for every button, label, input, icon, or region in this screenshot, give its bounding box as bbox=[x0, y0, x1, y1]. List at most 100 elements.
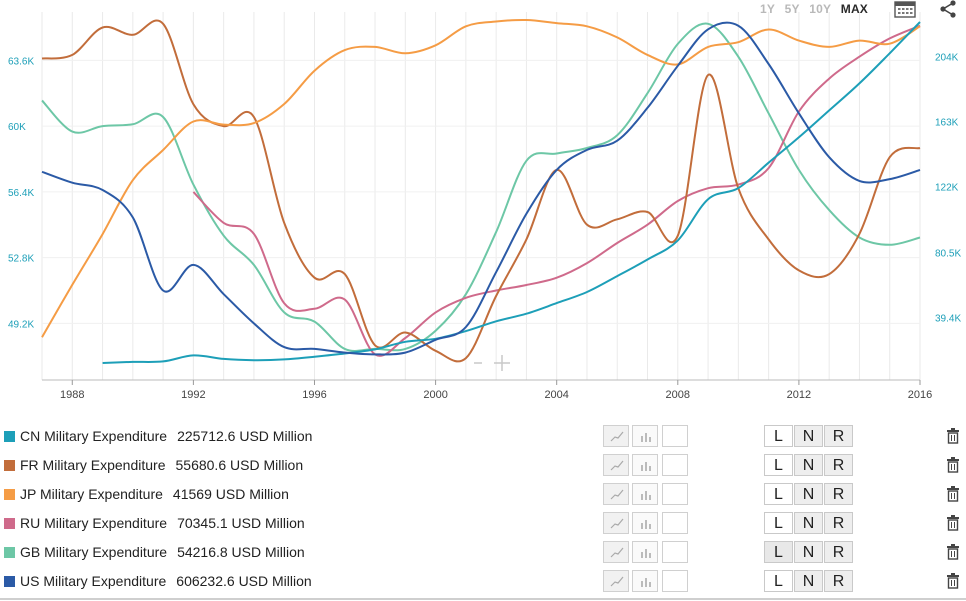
bar-chart-button[interactable] bbox=[632, 570, 658, 592]
axis-button-n[interactable]: N bbox=[794, 454, 823, 476]
line-chart-button[interactable] bbox=[603, 541, 629, 563]
legend-label[interactable]: RU Military Expenditure 70345.1 USD Milli… bbox=[20, 515, 305, 531]
x-tick-label: 2008 bbox=[666, 389, 690, 401]
line-chart-icon bbox=[610, 431, 624, 442]
area-chart-button[interactable] bbox=[662, 454, 688, 476]
calendar-icon[interactable] bbox=[894, 0, 916, 18]
axis-button-r[interactable]: R bbox=[824, 541, 853, 563]
legend-series-value: 70345.1 USD Million bbox=[177, 515, 305, 531]
bar-chart-icon bbox=[641, 520, 651, 529]
x-tick-label: 1992 bbox=[181, 389, 205, 401]
axis-button-l[interactable]: L bbox=[764, 541, 793, 563]
crosshair-cursor-icon bbox=[474, 355, 510, 371]
legend-label[interactable]: GB Military Expenditure 54216.8 USD Milli… bbox=[20, 544, 305, 560]
line-chart-button[interactable] bbox=[603, 570, 629, 592]
axis-button-n[interactable]: N bbox=[794, 512, 823, 534]
range-1y[interactable]: 1Y bbox=[760, 2, 776, 16]
legend-series-name: GB Military Expenditure bbox=[20, 544, 168, 560]
bar-chart-button[interactable] bbox=[632, 425, 658, 447]
legend-label[interactable]: JP Military Expenditure 41569 USD Million bbox=[20, 486, 289, 502]
area-chart-button[interactable] bbox=[662, 483, 688, 505]
trash-icon[interactable] bbox=[946, 515, 960, 531]
bar-chart-icon bbox=[641, 549, 651, 558]
y-right-tick-label: 39.4K bbox=[935, 314, 961, 325]
bar-chart-icon bbox=[641, 462, 651, 471]
x-tick-label: 2004 bbox=[544, 389, 568, 401]
legend-series-name: JP Military Expenditure bbox=[20, 486, 163, 502]
line-chart-icon bbox=[610, 576, 624, 587]
series-line-gb bbox=[41, 22, 921, 352]
range-10y[interactable]: 10Y bbox=[809, 2, 832, 16]
axis-button-l[interactable]: L bbox=[764, 570, 793, 592]
legend-series-name: FR Military Expenditure bbox=[20, 457, 166, 473]
bar-chart-icon bbox=[641, 491, 651, 500]
axis-button-n[interactable]: N bbox=[794, 483, 823, 505]
legend-row: CN Military Expenditure 225712.6 USD Mill… bbox=[0, 425, 966, 449]
legend-series-name: RU Military Expenditure bbox=[20, 515, 168, 531]
axis-button-l[interactable]: L bbox=[764, 512, 793, 534]
bar-chart-button[interactable] bbox=[632, 541, 658, 563]
axis-button-l[interactable]: L bbox=[764, 425, 793, 447]
area-chart-button[interactable] bbox=[662, 570, 688, 592]
axis-button-n[interactable]: N bbox=[794, 425, 823, 447]
range-max[interactable]: MAX bbox=[840, 2, 869, 16]
series-line-jp bbox=[41, 18, 921, 338]
trash-icon[interactable] bbox=[946, 544, 960, 560]
trash-icon[interactable] bbox=[946, 428, 960, 444]
bottom-divider bbox=[0, 598, 966, 600]
area-chart-button[interactable] bbox=[662, 541, 688, 563]
bar-chart-button[interactable] bbox=[632, 512, 658, 534]
area-chart-button[interactable] bbox=[662, 425, 688, 447]
x-tick-label: 2012 bbox=[787, 389, 811, 401]
line-chart-icon bbox=[610, 460, 624, 471]
line-chart-button[interactable] bbox=[603, 454, 629, 476]
grid bbox=[41, 12, 921, 380]
bar-chart-icon bbox=[641, 578, 651, 587]
legend-swatch bbox=[4, 431, 15, 442]
line-chart-button[interactable] bbox=[603, 425, 629, 447]
line-chart-button[interactable] bbox=[603, 483, 629, 505]
axis-button-n[interactable]: N bbox=[794, 541, 823, 563]
y-left-tick-label: 56.4K bbox=[8, 188, 34, 199]
bar-chart-button[interactable] bbox=[632, 454, 658, 476]
share-icon[interactable] bbox=[938, 0, 958, 18]
y-right-tick-label: 204K bbox=[935, 52, 959, 63]
series-line-cn bbox=[102, 21, 921, 364]
legend-series-value: 55680.6 USD Million bbox=[175, 457, 304, 473]
legend-swatch bbox=[4, 576, 15, 587]
x-tick-label: 2016 bbox=[908, 389, 932, 401]
legend-series-name: CN Military Expenditure bbox=[20, 428, 168, 444]
y-right-tick-label: 122K bbox=[935, 182, 959, 193]
y-left-tick-label: 63.6K bbox=[8, 56, 34, 67]
axis-button-r[interactable]: R bbox=[824, 483, 853, 505]
line-chart-icon bbox=[610, 489, 624, 500]
line-chart-button[interactable] bbox=[603, 512, 629, 534]
legend-row: GB Military Expenditure 54216.8 USD Milli… bbox=[0, 541, 966, 565]
axis-button-l[interactable]: L bbox=[764, 454, 793, 476]
axis-button-r[interactable]: R bbox=[824, 570, 853, 592]
trash-icon[interactable] bbox=[946, 486, 960, 502]
legend-row: US Military Expenditure 606232.6 USD Mill… bbox=[0, 570, 966, 594]
legend-row: RU Military Expenditure 70345.1 USD Milli… bbox=[0, 512, 966, 536]
axis-button-l[interactable]: L bbox=[764, 483, 793, 505]
area-chart-button[interactable] bbox=[662, 512, 688, 534]
bar-chart-button[interactable] bbox=[632, 483, 658, 505]
legend-swatch bbox=[4, 547, 15, 558]
legend-series-value: 225712.6 USD Million bbox=[177, 428, 313, 444]
axis-button-n[interactable]: N bbox=[794, 570, 823, 592]
legend-label[interactable]: US Military Expenditure 606232.6 USD Mill… bbox=[20, 573, 312, 589]
axes: 1988 1992 1996 2000 2004 2008 2012 2016 49.2K 52.… bbox=[8, 52, 961, 401]
y-right-tick-label: 163K bbox=[935, 117, 959, 128]
axis-button-r[interactable]: R bbox=[824, 512, 853, 534]
trash-icon[interactable] bbox=[946, 573, 960, 589]
axis-button-r[interactable]: R bbox=[824, 425, 853, 447]
axis-button-r[interactable]: R bbox=[824, 454, 853, 476]
legend-swatch bbox=[4, 518, 15, 529]
legend-label[interactable]: CN Military Expenditure 225712.6 USD Mill… bbox=[20, 428, 312, 444]
range-5y[interactable]: 5Y bbox=[784, 2, 800, 16]
legend-series-value: 41569 USD Million bbox=[172, 486, 289, 502]
legend-swatch bbox=[4, 489, 15, 500]
legend-row: FR Military Expenditure 55680.6 USD Milli… bbox=[0, 454, 966, 478]
legend-label[interactable]: FR Military Expenditure 55680.6 USD Milli… bbox=[20, 457, 303, 473]
trash-icon[interactable] bbox=[946, 457, 960, 473]
